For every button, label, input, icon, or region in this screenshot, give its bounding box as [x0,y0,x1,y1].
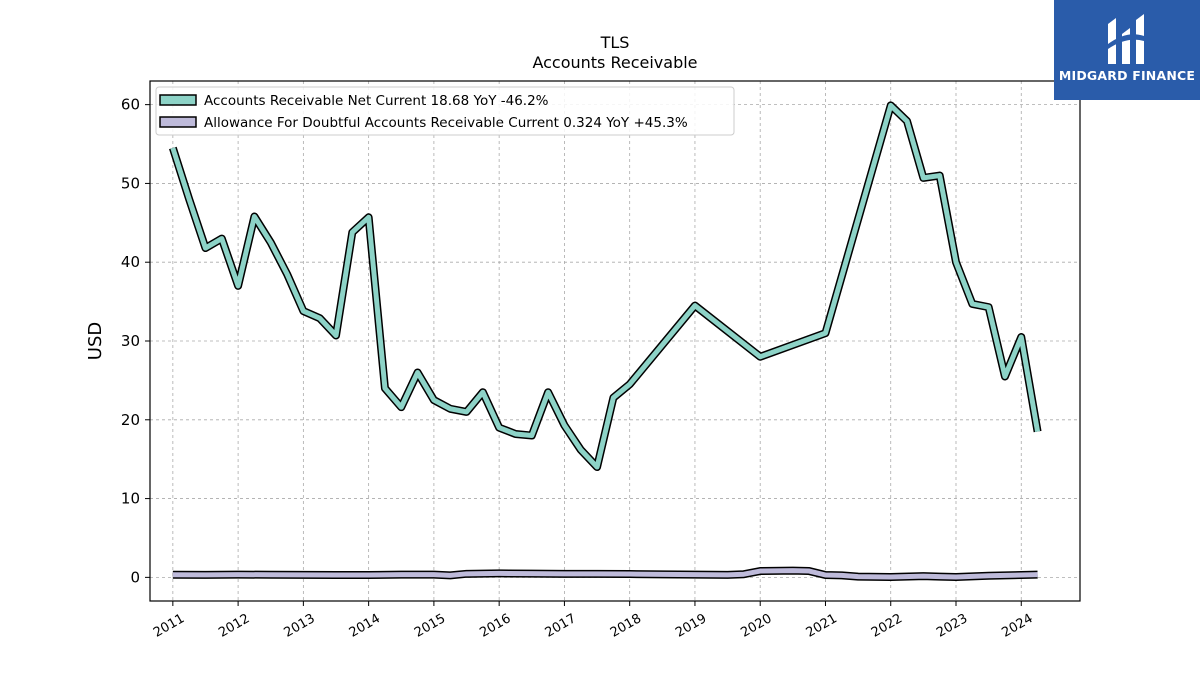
axes: 0 10 20 30 40 50 60 2011 2012 2013 2014 2015 2016 201… [121,96,1036,641]
y-tick-label: 60 [121,96,140,114]
legend-swatch-2 [159,116,197,128]
legend-label-1: Accounts Receivable Net Current 18.68 Yo… [204,93,549,109]
x-tick-label: 2011 [151,611,187,641]
brand-name: MIDGARD FINANCE [1058,68,1196,83]
x-tick-label: 2016 [477,611,513,641]
legend-label-2: Allowance For Doubtful Accounts Receivab… [204,115,688,131]
y-axis-label: USD [85,322,106,360]
chart-title: TLS [600,33,630,52]
x-tick-label: 2024 [999,611,1035,641]
brand-logo: MIDGARD FINANCE [1054,0,1200,100]
x-tick-label: 2013 [282,611,318,641]
x-tick-label: 2018 [608,611,644,641]
x-tick-label: 2015 [412,611,448,641]
y-tick-label: 20 [121,411,140,429]
y-tick-label: 0 [130,568,140,586]
series-outline-1 [169,101,1042,472]
legend-box [155,86,735,136]
x-tick-label: 2012 [216,611,252,641]
grid [150,81,1080,601]
x-tick-label: 2020 [738,611,774,641]
chart-subtitle: Accounts Receivable [532,53,697,72]
legend: Accounts Receivable Net Current 18.68 Yo… [155,86,735,136]
y-tick-label: 30 [121,332,140,350]
y-tick-label: 50 [121,174,140,192]
x-tick-label: 2014 [347,611,383,641]
x-tick-label: 2021 [804,611,840,641]
series-line-2 [172,568,1038,580]
x-tick-label: 2017 [543,611,579,641]
x-tick-label: 2022 [869,611,905,641]
y-tick-label: 10 [121,490,140,508]
series-line-1 [170,102,1041,470]
series-layer [169,101,1042,581]
x-tick-label: 2019 [673,611,709,641]
y-tick-label: 40 [121,253,140,271]
midgard-logo-icon [1108,14,1144,64]
legend-swatch-1 [159,94,197,106]
x-tick-label: 2023 [934,611,970,641]
